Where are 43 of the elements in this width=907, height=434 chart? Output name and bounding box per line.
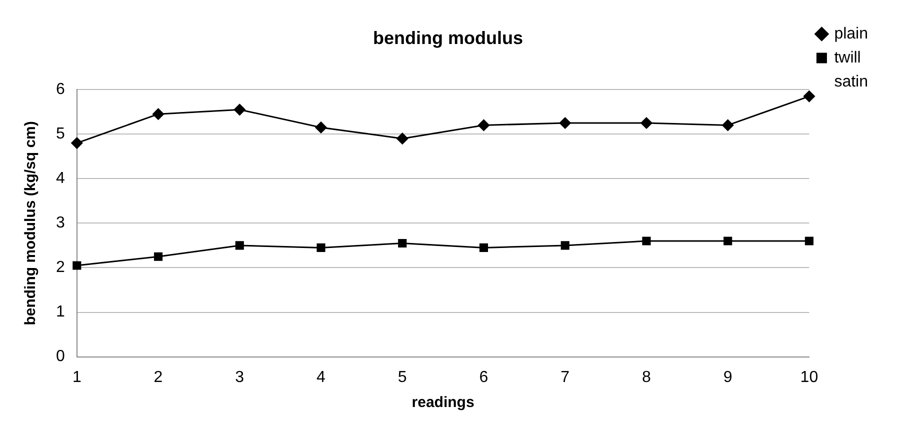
x-tick-label: 10 [800,368,818,386]
text: satin [834,73,868,90]
point [560,241,570,250]
y-tick-label: 2 [56,259,65,276]
legend-label: plain [834,25,868,42]
point [72,261,82,270]
point [479,243,488,252]
point [640,117,652,129]
point [316,243,326,252]
x-tick-label: 4 [316,368,326,386]
x-tick-label: 9 [723,368,732,386]
point [396,132,408,144]
x-axis-title: readings [412,394,474,412]
point [722,119,734,131]
y-tick-label: 3 [56,214,65,232]
x-tick-label: 2 [154,368,163,386]
y-axis-title: bending modulus (kg/sq cm) [22,121,40,326]
point [398,238,407,248]
x-tick-label: 8 [642,368,652,386]
point [559,117,571,129]
point [642,236,651,246]
y-tick-label: 5 [56,126,65,143]
x-tick-label: 6 [479,368,488,386]
x-tick-label: 1 [72,368,82,386]
x-tick-label: 5 [398,368,407,386]
x-tick-label: 7 [560,368,570,386]
point [71,137,83,149]
point [803,90,815,102]
y-tick-label: 0 [56,348,65,366]
point [235,241,244,250]
legend-label: twill [834,49,861,66]
point [154,252,163,261]
x-tick-label: 3 [235,368,244,386]
point [315,122,327,134]
y-tick-label: 6 [56,81,65,98]
point [234,104,246,116]
chart-title: bending modulus [373,28,523,48]
point [478,119,490,131]
point [152,108,164,120]
point [724,236,732,246]
point [804,236,814,246]
y-tick-label: 1 [56,304,65,321]
y-tick-label: 4 [56,170,65,188]
